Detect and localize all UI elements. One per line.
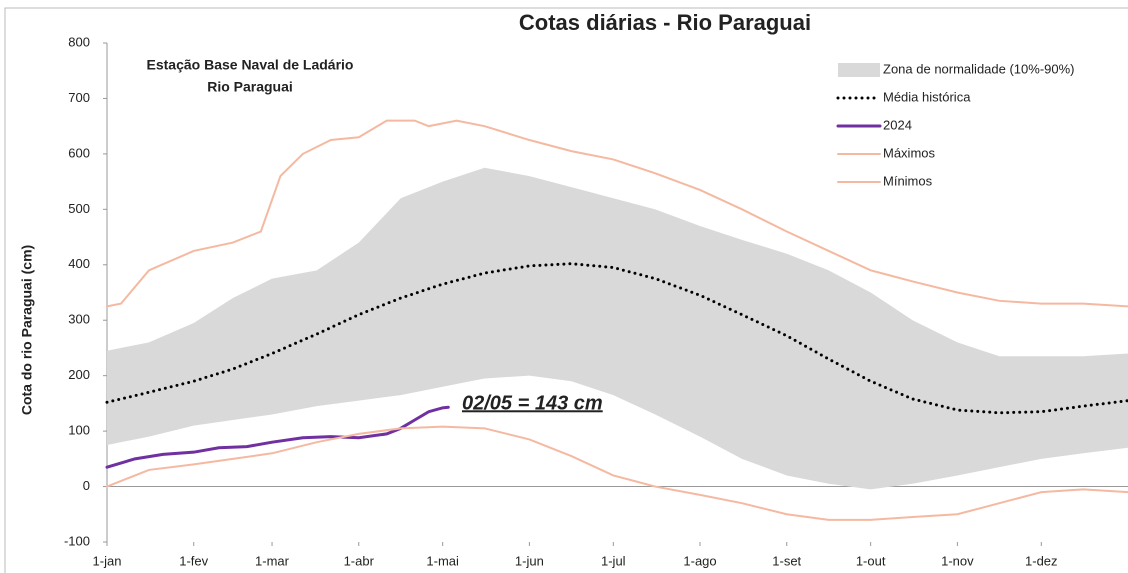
legend-key <box>838 63 880 77</box>
river-note: Rio Paraguai <box>207 79 293 95</box>
chart-frame <box>4 7 1128 573</box>
x-tick-label: 1-dez <box>1025 553 1058 568</box>
x-tick-label: 1-abr <box>344 553 375 568</box>
legend-label: Máximos <box>883 145 936 160</box>
series-line <box>105 405 450 469</box>
x-tick-label: 1-set <box>772 553 801 568</box>
plot: -100 0 100 200 300 400 500 600 700 800 1-jan 1-fev 1… <box>64 34 1128 568</box>
y-tick-label: 800 <box>68 34 90 49</box>
legend-label: Média histórica <box>883 89 971 104</box>
legend-label: 2024 <box>883 117 912 132</box>
series-line <box>106 425 1128 521</box>
series-line <box>106 119 1128 308</box>
x-tick-label: 1-fev <box>179 553 208 568</box>
y-tick-label: 0 <box>83 478 90 493</box>
x-tick-label: 1-nov <box>941 553 974 568</box>
y-axis-label: Cota do rio Paraguai (cm) <box>19 245 35 415</box>
chart-title: Cotas diárias - Rio Paraguai <box>519 10 811 35</box>
x-tick-label: 1-jun <box>515 553 544 568</box>
x-tick-label: 1-jan <box>93 553 122 568</box>
y-tick-label: 100 <box>68 423 90 438</box>
x-tick-label: 1-jul <box>601 553 626 568</box>
y-tick-label: 200 <box>68 367 90 382</box>
y-tick-label: 600 <box>68 145 90 160</box>
station-note: Estação Base Naval de Ladário <box>147 57 354 73</box>
legend-label: Zona de normalidade (10%-90%) <box>883 61 1075 76</box>
x-tick-label: 1-mai <box>426 553 459 568</box>
x-tick-label: 1-mar <box>255 553 290 568</box>
y-tick-label: 500 <box>68 201 90 216</box>
annotation: 02/05 = 143 cm <box>462 392 603 414</box>
legend-label: Mínimos <box>883 173 933 188</box>
y-tick-label: -100 <box>64 533 90 548</box>
y-tick-label: 700 <box>68 90 90 105</box>
y-tick-label: 300 <box>68 312 90 327</box>
normal-band <box>107 167 1128 490</box>
x-tick-label: 1-ago <box>683 553 716 568</box>
y-tick-label: 400 <box>68 256 90 271</box>
x-tick-label: 1-out <box>856 553 886 568</box>
